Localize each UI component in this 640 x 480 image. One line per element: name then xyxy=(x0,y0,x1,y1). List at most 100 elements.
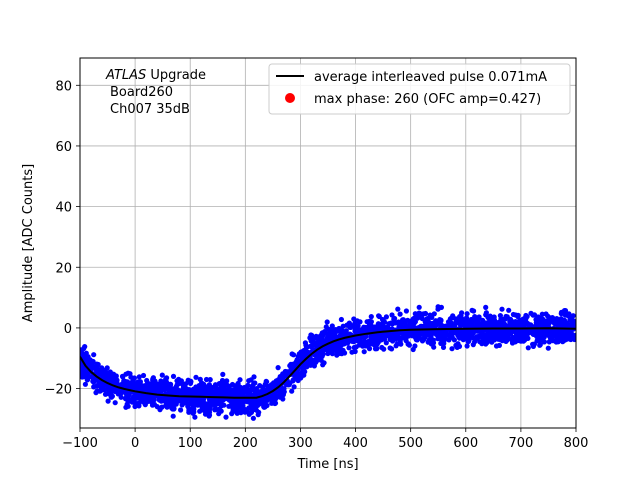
data-point xyxy=(105,398,111,404)
data-point xyxy=(296,351,302,357)
data-point xyxy=(281,386,287,392)
data-point xyxy=(325,350,331,357)
data-point xyxy=(332,347,338,353)
data-point xyxy=(274,380,280,386)
y-axis-ticks: −20 0 20 40 60 80 xyxy=(45,79,80,398)
data-point xyxy=(365,324,371,330)
data-point xyxy=(391,316,397,322)
data-point xyxy=(483,310,489,316)
data-point xyxy=(144,377,150,384)
data-point xyxy=(499,317,505,323)
data-point xyxy=(186,409,192,415)
data-point xyxy=(491,331,497,337)
data-point xyxy=(82,381,88,387)
data-point xyxy=(301,348,307,354)
data-point xyxy=(459,310,465,316)
data-point xyxy=(290,377,296,383)
data-point xyxy=(459,316,465,322)
data-point xyxy=(388,331,394,337)
data-point xyxy=(559,318,565,324)
data-point xyxy=(372,346,379,352)
data-point xyxy=(537,342,543,348)
data-point xyxy=(188,400,194,406)
data-point xyxy=(416,304,422,310)
data-point xyxy=(376,313,382,320)
data-point xyxy=(238,385,244,391)
data-point xyxy=(518,321,524,327)
data-point xyxy=(272,392,278,398)
data-point xyxy=(135,379,141,385)
data-point xyxy=(560,335,566,341)
annotation: ATLAS Upgrade Board260 Ch007 35dB xyxy=(105,68,206,117)
data-point xyxy=(496,333,502,339)
data-point xyxy=(107,390,113,396)
data-point xyxy=(339,351,345,357)
data-point xyxy=(221,402,227,408)
data-point xyxy=(461,321,467,327)
data-point xyxy=(368,314,374,320)
data-point xyxy=(346,345,352,351)
data-point xyxy=(111,380,118,386)
data-point xyxy=(91,352,97,358)
data-point xyxy=(190,391,196,397)
data-point xyxy=(207,377,213,383)
data-point xyxy=(449,334,455,340)
data-point xyxy=(389,321,395,327)
data-point xyxy=(450,313,456,319)
annotation-atlas: ATLAS xyxy=(105,68,146,83)
data-point xyxy=(409,321,415,327)
plot-frame xyxy=(79,57,577,429)
data-point xyxy=(476,322,482,328)
data-point xyxy=(132,403,138,410)
data-point xyxy=(383,340,389,346)
data-point xyxy=(349,349,355,355)
data-point xyxy=(515,312,521,318)
data-point xyxy=(252,387,258,393)
data-point xyxy=(191,401,198,407)
data-point xyxy=(175,381,181,387)
data-point xyxy=(539,311,545,317)
data-point xyxy=(94,369,101,375)
data-point xyxy=(375,323,381,329)
data-point xyxy=(560,331,567,337)
data-point xyxy=(212,403,218,409)
data-point xyxy=(551,333,557,339)
data-point xyxy=(229,399,235,405)
data-point xyxy=(429,314,435,320)
data-point xyxy=(181,383,187,389)
data-point xyxy=(196,383,202,389)
data-point xyxy=(178,396,184,402)
data-point xyxy=(261,404,267,410)
data-point xyxy=(569,331,575,337)
data-point xyxy=(147,383,153,389)
data-point xyxy=(193,374,199,380)
data-point xyxy=(155,381,161,387)
plot-background xyxy=(80,58,576,428)
data-point xyxy=(464,311,470,317)
data-point xyxy=(99,365,105,371)
data-point xyxy=(455,341,461,347)
data-point xyxy=(336,328,342,334)
x-tick-label: 300 xyxy=(288,436,313,451)
data-point xyxy=(523,312,529,319)
data-point xyxy=(136,401,142,407)
data-point xyxy=(524,332,530,339)
data-point xyxy=(204,386,210,392)
data-point xyxy=(513,332,520,338)
data-point xyxy=(297,371,303,377)
data-point xyxy=(470,335,476,341)
legend: average interleaved pulse 0.071mA max ph… xyxy=(268,63,571,115)
data-point xyxy=(417,311,424,317)
legend-marker-swatch xyxy=(285,93,295,103)
data-point xyxy=(145,395,151,401)
data-point xyxy=(104,365,110,371)
data-point xyxy=(224,378,230,384)
data-point xyxy=(120,374,126,380)
data-point xyxy=(291,384,297,390)
data-point xyxy=(247,399,253,405)
data-point xyxy=(139,383,145,389)
data-point xyxy=(169,405,175,411)
data-point xyxy=(201,381,207,387)
data-point xyxy=(471,316,477,322)
x-tick-label: 0 xyxy=(131,436,139,451)
